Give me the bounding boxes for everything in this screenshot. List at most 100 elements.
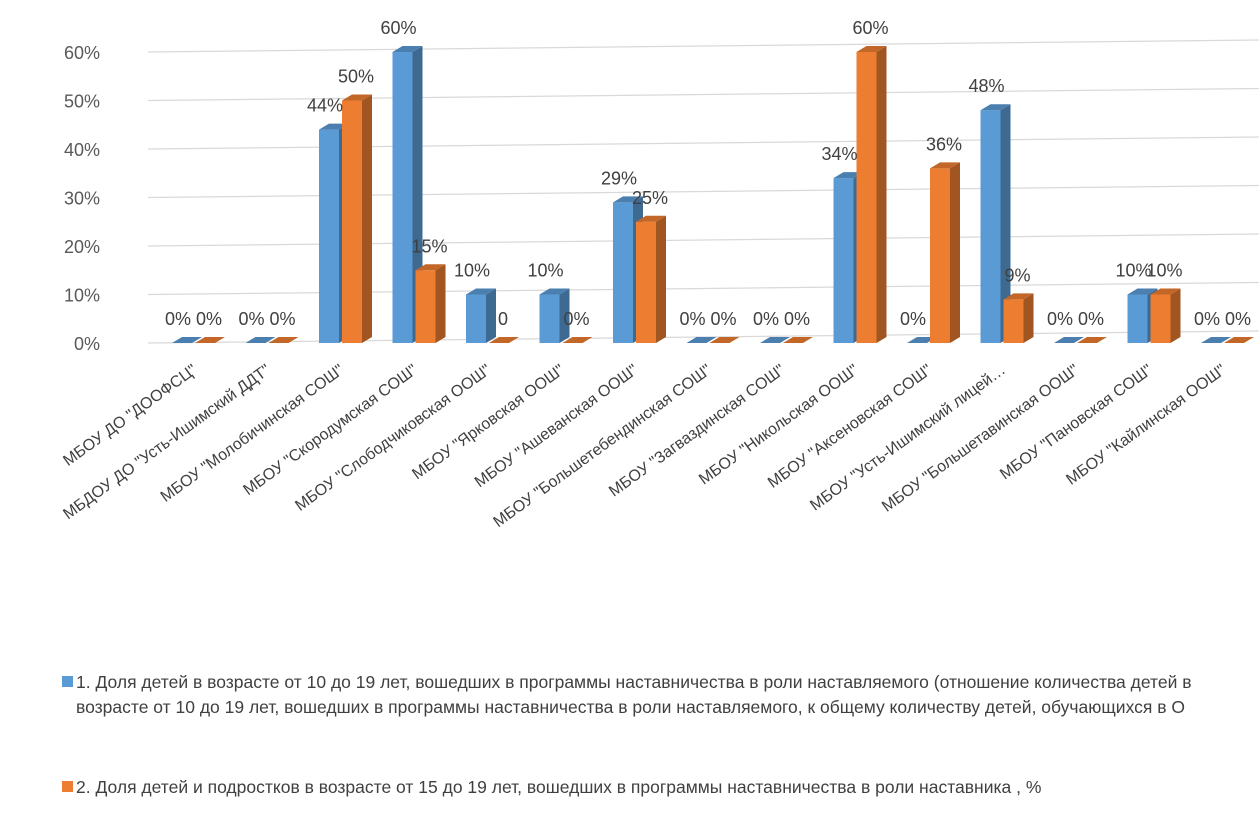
data-label: 9%	[1004, 265, 1030, 285]
bar-front-s1	[319, 129, 339, 344]
data-label: 50%	[338, 67, 374, 87]
bar-front-s2	[415, 270, 436, 344]
bar-top-s2	[415, 264, 446, 271]
y-tick-label: 20%	[64, 237, 100, 257]
y-tick-label: 40%	[64, 140, 100, 160]
y-tick-label: 10%	[64, 286, 100, 306]
bar-side-s2	[656, 215, 666, 343]
bar-side-s2	[950, 162, 960, 343]
data-label: 0	[498, 309, 508, 329]
legend-swatch-series-2	[62, 781, 73, 792]
gridline	[147, 184, 1259, 199]
bars	[172, 46, 1254, 344]
gridline	[147, 87, 1259, 102]
data-label: 10%	[527, 261, 563, 281]
bar-top-s1	[760, 337, 790, 343]
bar-top-s1	[392, 46, 423, 52]
bar-front-s2	[930, 168, 950, 344]
data-label: 0%	[1225, 309, 1251, 329]
data-label: 0%	[900, 309, 926, 329]
x-tick-label: МБОУ ДО "ДООФСЦ"	[60, 361, 200, 469]
bar-top-s2	[709, 337, 740, 343]
bar-top-s1	[686, 337, 717, 343]
data-label: 0%	[238, 309, 264, 329]
bar-top-s1	[245, 337, 276, 343]
bar-top-s2	[268, 337, 299, 343]
data-label: 0%	[753, 309, 779, 329]
data-labels: 0% 0% 0% 0%44%50%60%15%10%010%0%29%25%0% 0% 0…	[165, 18, 1251, 329]
x-axis-ticks: МБОУ ДО "ДООФСЦ"МБДОУ ДО "Усть-Ишимский …	[60, 361, 1229, 531]
data-label: 0%	[784, 309, 810, 329]
bar-top-s1	[319, 123, 349, 130]
gridlines	[147, 39, 1259, 344]
legend-label-series-1: 1. Доля детей в возрасте от 10 до 19 лет…	[76, 672, 1192, 717]
data-label: 0%	[196, 309, 222, 329]
bar-front-s1	[613, 202, 633, 344]
gridline	[147, 39, 1259, 53]
bar-front-s2	[1150, 294, 1171, 344]
bar-side-s1	[486, 288, 496, 343]
y-tick-label: 50%	[64, 92, 100, 112]
bar-top-s2	[1003, 293, 1034, 300]
data-label: 0%	[563, 309, 589, 329]
y-tick-label: 60%	[64, 43, 100, 63]
bar-top-s2	[1224, 337, 1254, 343]
gridline	[147, 281, 1259, 296]
bar-top-s1	[980, 104, 1011, 111]
data-label: 0%	[679, 309, 705, 329]
data-label: 10%	[1146, 261, 1182, 281]
bar-top-s2	[856, 46, 887, 52]
legend: 1. Доля детей в возрасте от 10 до 19 лет…	[62, 670, 1259, 720]
bar-top-s2	[195, 337, 225, 343]
bar-top-s2	[783, 337, 813, 343]
bar-front-s1	[1127, 294, 1148, 344]
bar-side-s2	[362, 94, 372, 343]
data-label: 0%	[165, 309, 191, 329]
data-label: 0%	[1047, 309, 1073, 329]
data-label: 15%	[411, 236, 447, 256]
bar-top-s2	[636, 215, 666, 222]
bar-side-s1	[1000, 104, 1011, 343]
data-label: 0%	[269, 309, 295, 329]
bar-side-s2	[876, 46, 887, 343]
bar-front-s2	[856, 52, 877, 344]
data-label: 60%	[380, 18, 416, 38]
bar-top-s1	[833, 172, 864, 179]
bar-front-s1	[466, 294, 486, 344]
bar-side-s1	[559, 288, 570, 343]
legend-second: 2. Доля детей и подростков в возрасте от…	[62, 775, 1259, 800]
bar-top-s2	[930, 162, 960, 169]
bar-top-s1	[172, 337, 202, 343]
bar-top-s1	[466, 288, 496, 295]
bar-top-s2	[489, 337, 519, 343]
legend-label-series-2: 2. Доля детей и подростков в возрасте от…	[76, 777, 1042, 797]
data-label: 10%	[454, 261, 490, 281]
bar-side-s2	[1170, 288, 1181, 343]
y-tick-label: 30%	[64, 189, 100, 209]
bar-front-s1	[833, 178, 854, 344]
bar-top-s1	[1127, 288, 1158, 295]
data-label: 10%	[1115, 261, 1151, 281]
legend-item-series-2: 2. Доля детей и подростков в возрасте от…	[62, 775, 1259, 800]
data-label: 48%	[968, 76, 1004, 96]
gridline	[147, 136, 1259, 150]
bar-side-s2	[1023, 293, 1034, 343]
legend-swatch-series-1	[62, 676, 73, 687]
gridline	[147, 233, 1259, 247]
bar-top-s1	[539, 288, 570, 295]
bar-chart: 0%10%20%30%40%50%60% 0% 0% 0% 0%44%50%60%15…	[60, 18, 1259, 531]
bar-front-s1	[980, 110, 1001, 344]
bar-top-s2	[1150, 288, 1181, 295]
data-label: 0%	[710, 309, 736, 329]
data-label: 36%	[926, 134, 962, 154]
data-label: 25%	[632, 188, 668, 208]
bar-front-s1	[392, 52, 413, 344]
data-label: 29%	[601, 168, 637, 188]
bar-front-s2	[1003, 299, 1024, 344]
data-label: 44%	[307, 96, 343, 116]
bar-front-s2	[342, 100, 362, 344]
data-label: 0%	[1194, 309, 1220, 329]
data-label: 0%	[1078, 309, 1104, 329]
bar-top-s2	[1077, 337, 1107, 343]
y-tick-label: 0%	[74, 334, 100, 354]
